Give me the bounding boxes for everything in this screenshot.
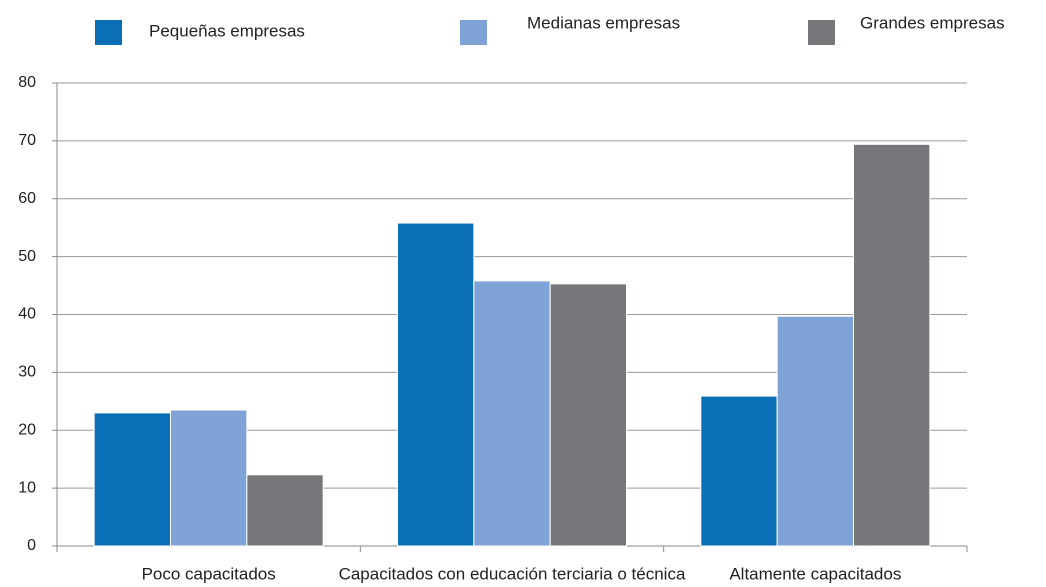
bar (93, 412, 171, 547)
bar (396, 222, 475, 547)
y-tick-label: 80 (18, 74, 36, 91)
bar (549, 283, 628, 547)
y-tick-label: 60 (18, 190, 36, 207)
y-tick-label: 70 (18, 132, 36, 149)
legend-label: Medianas empresas (527, 13, 680, 32)
bar (169, 409, 248, 547)
bar (473, 280, 551, 547)
bar (246, 474, 324, 547)
bar (776, 315, 855, 547)
x-tick-label: Capacitados con educación terciaria o té… (339, 564, 686, 583)
y-tick-label: 40 (18, 306, 36, 323)
bar (700, 395, 778, 547)
legend-swatch (95, 20, 122, 45)
y-tick-label: 0 (27, 537, 36, 554)
legend-swatch (460, 20, 487, 45)
legend-label: Pequeñas empresas (149, 21, 305, 40)
bar (853, 143, 931, 547)
y-tick-label: 20 (18, 421, 36, 438)
y-tick-label: 30 (18, 364, 36, 381)
x-tick-label: Poco capacitados (142, 564, 276, 583)
x-tick-label: Altamente capacitados (729, 564, 901, 583)
y-tick-label: 50 (18, 248, 36, 265)
y-tick-label: 10 (18, 479, 36, 496)
legend-label: Grandes empresas (860, 13, 1005, 32)
legend-swatch (808, 20, 835, 45)
